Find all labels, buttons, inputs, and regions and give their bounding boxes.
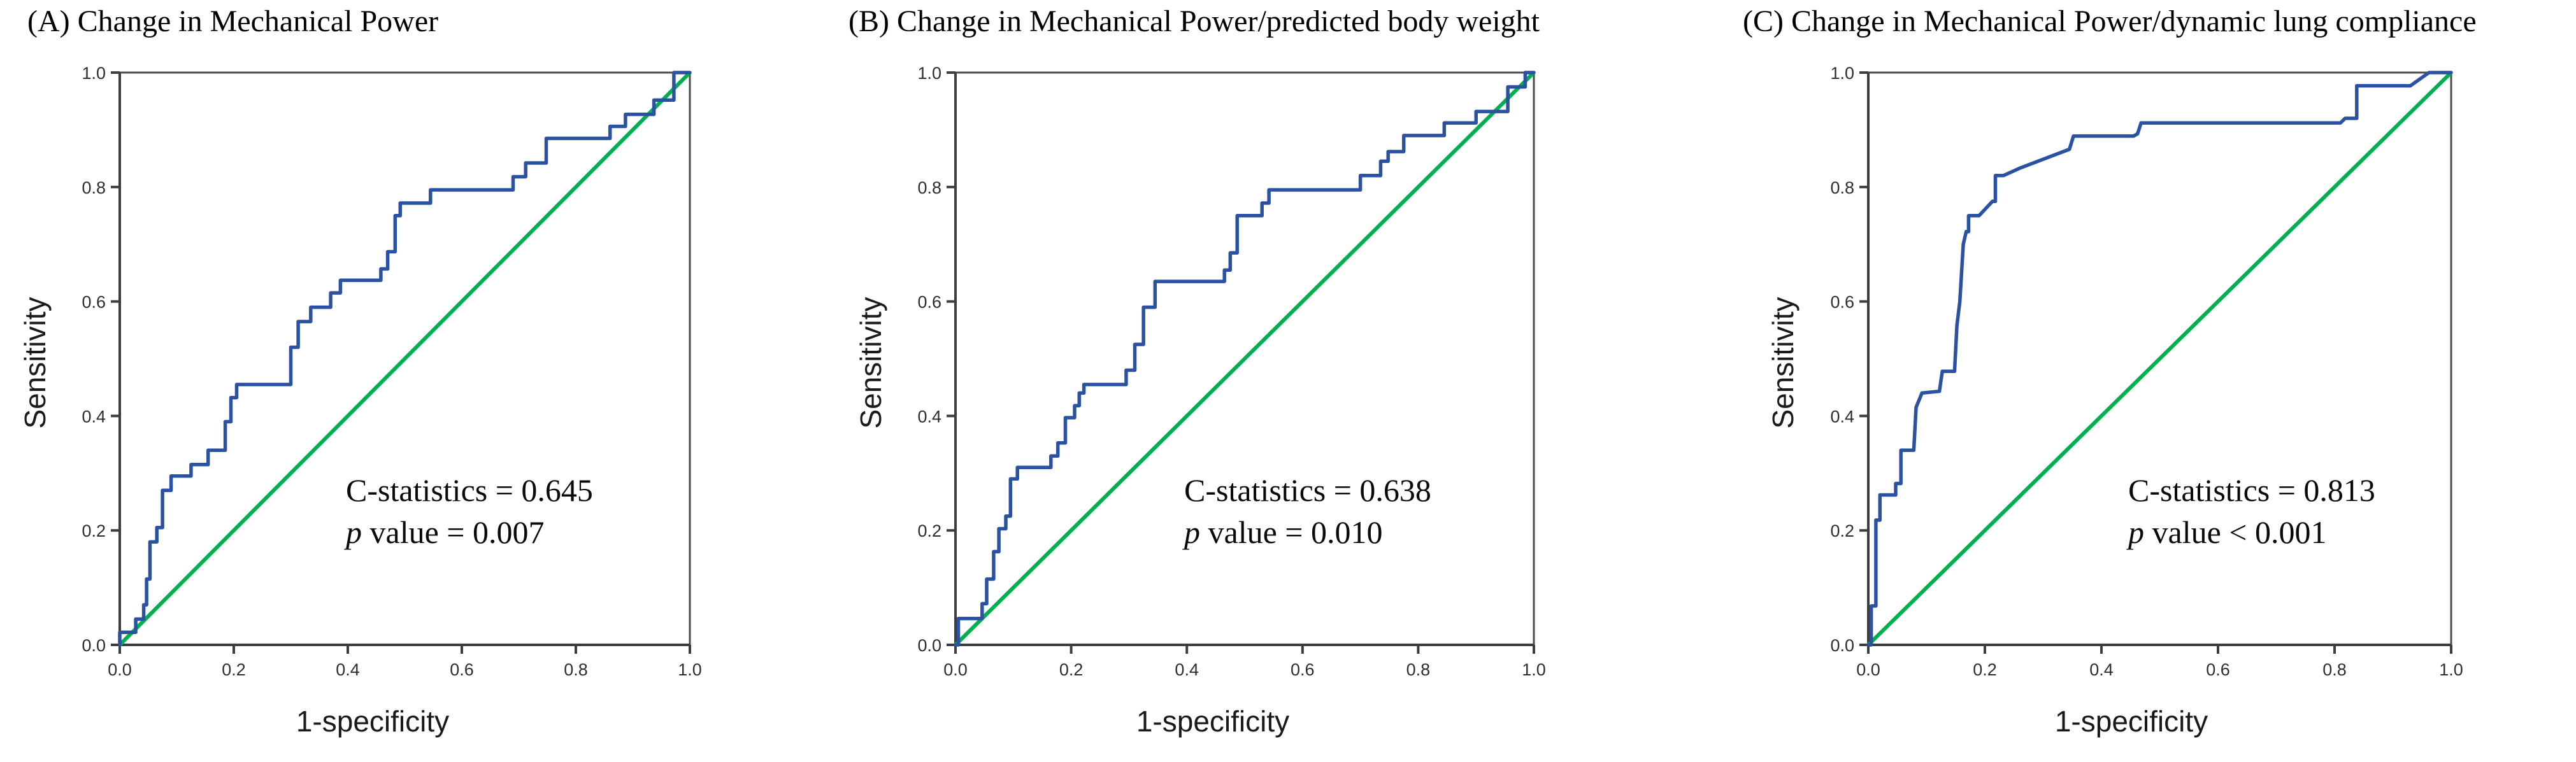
y-tick-label: 0.6 xyxy=(82,293,106,312)
y-tick-label: 0.6 xyxy=(917,293,941,312)
x-tick-label: 0.4 xyxy=(2089,660,2114,679)
y-tick-label: 0.4 xyxy=(1830,407,1854,426)
x-axis-label: 1-specificity xyxy=(1136,705,1290,738)
y-tick-label: 0.2 xyxy=(1830,521,1854,540)
reference-line xyxy=(954,71,1536,647)
p-value-line: p value = 0.010 xyxy=(1184,511,1431,553)
x-tick-label: 1.0 xyxy=(2439,660,2463,679)
y-tick-label: 0.2 xyxy=(82,521,106,540)
x-tick-label: 0.0 xyxy=(943,660,968,679)
y-tick-label: 1.0 xyxy=(917,64,941,83)
x-tick-label: 1.0 xyxy=(1522,660,1546,679)
x-tick-label: 0.6 xyxy=(1291,660,1315,679)
stats-annotation: C-statistics = 0.813 p value < 0.001 xyxy=(2128,469,2375,553)
p-value-line: p value = 0.007 xyxy=(346,511,593,553)
reference-line xyxy=(118,71,692,647)
p-value-text: value = 0.010 xyxy=(1200,514,1383,550)
x-tick-label: 0.8 xyxy=(2322,660,2347,679)
roc-panel-a: (A) Change in Mechanical Power Sensitivi… xyxy=(0,0,859,762)
y-tick-label: 1.0 xyxy=(82,64,106,83)
roc-plot-a: 0.0 0.2 0.4 0.6 0.8 1.0 0.0 0.2 0.4 0.6 0.8 1.0 xyxy=(82,64,702,679)
roc-plot-c: 0.0 0.2 0.4 0.6 0.8 1.0 0.0 0.2 0.4 0.6 0.8 1.0 xyxy=(1830,64,2463,679)
roc-panel-b: (B) Change in Mechanical Power/predicted… xyxy=(848,0,1717,762)
y-tick-label: 0.0 xyxy=(82,636,106,655)
panel-a-title: (A) Change in Mechanical Power xyxy=(27,4,439,38)
x-tick-label: 0.6 xyxy=(2206,660,2230,679)
x-tick-label: 0.2 xyxy=(222,660,246,679)
c-statistic-line: C-statistics = 0.638 xyxy=(1184,472,1431,508)
y-tick-label: 0.8 xyxy=(82,178,106,197)
y-tick-label: 0.8 xyxy=(917,178,941,197)
y-tick-label: 0.0 xyxy=(917,636,941,655)
x-axis-label: 1-specificity xyxy=(296,705,450,738)
x-tick-label: 0.0 xyxy=(1856,660,1880,679)
y-tick-label: 0.6 xyxy=(1830,293,1854,312)
x-tick-label: 0.2 xyxy=(1973,660,1997,679)
p-symbol: p xyxy=(346,514,362,550)
x-tick-label: 0.2 xyxy=(1059,660,1084,679)
stats-annotation: C-statistics = 0.638 p value = 0.010 xyxy=(1184,469,1431,553)
x-tick-label: 0.4 xyxy=(336,660,360,679)
p-value-text: value = 0.007 xyxy=(362,514,545,550)
y-tick-label: 0.4 xyxy=(82,407,106,426)
panel-b-title: (B) Change in Mechanical Power/predicted… xyxy=(848,4,1540,38)
y-tick-label: 0.2 xyxy=(917,521,941,540)
x-tick-label: 0.8 xyxy=(564,660,588,679)
roc-curve xyxy=(118,71,692,647)
x-tick-label: 0.4 xyxy=(1175,660,1199,679)
x-tick-label: 1.0 xyxy=(678,660,702,679)
roc-plot-b: 0.0 0.2 0.4 0.6 0.8 1.0 0.0 0.2 0.4 0.6 0.8 1.0 xyxy=(917,64,1546,679)
y-tick-label: 1.0 xyxy=(1830,64,1854,83)
c-statistic-line: C-statistics = 0.645 xyxy=(346,472,593,508)
p-value-text: value < 0.001 xyxy=(2144,514,2327,550)
p-value-line: p value < 0.001 xyxy=(2128,511,2375,553)
p-symbol: p xyxy=(2128,514,2144,550)
x-axis-label: 1-specificity xyxy=(2054,705,2208,738)
x-tick-label: 0.8 xyxy=(1406,660,1431,679)
c-statistic-line: C-statistics = 0.813 xyxy=(2128,472,2375,508)
y-tick-label: 0.4 xyxy=(917,407,941,426)
x-tick-label: 0.6 xyxy=(450,660,474,679)
reference-line xyxy=(1866,71,2453,647)
roc-panel-c: (C) Change in Mechanical Power/dynamic l… xyxy=(1717,0,2576,762)
x-tick-label: 0.0 xyxy=(108,660,132,679)
roc-curve xyxy=(1866,71,2453,647)
stats-annotation: C-statistics = 0.645 p value = 0.007 xyxy=(346,469,593,553)
p-symbol: p xyxy=(1184,514,1200,550)
roc-curve xyxy=(954,71,1536,647)
y-tick-label: 0.8 xyxy=(1830,178,1854,197)
panel-c-title: (C) Change in Mechanical Power/dynamic l… xyxy=(1743,4,2477,38)
y-tick-label: 0.0 xyxy=(1830,636,1854,655)
